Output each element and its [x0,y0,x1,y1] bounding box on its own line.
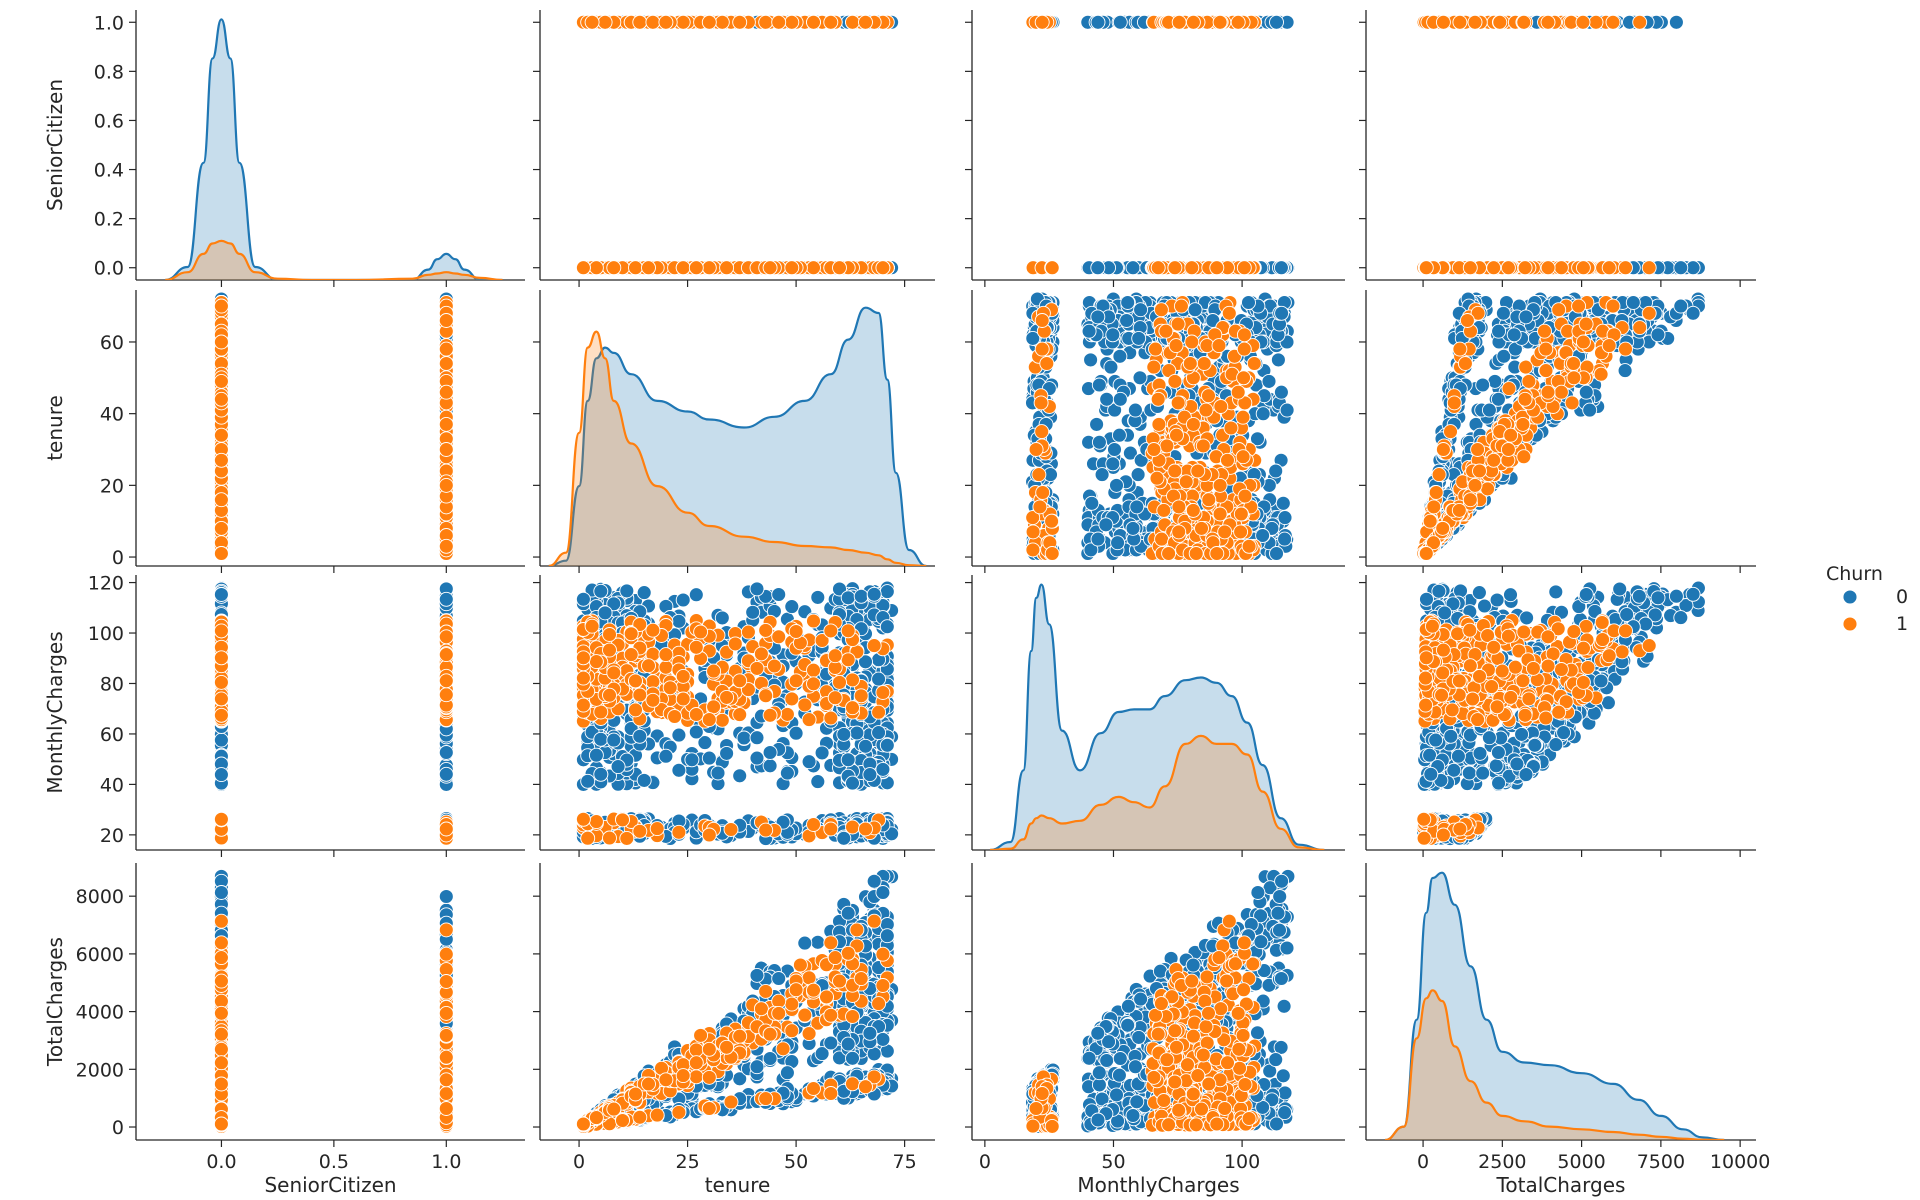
scatter-point [1212,14,1228,30]
scatter-point [875,260,891,276]
kde-fill-churn-0 [165,19,503,280]
scatter-points [1416,14,1706,276]
scatter-point [675,260,691,276]
scatter-point [784,14,800,30]
scatter-point [641,260,656,276]
scatter-points [1025,14,1296,276]
panel-SeniorCitizen-vs-TotalCharges [1359,10,1756,287]
scatter-point [1044,260,1060,276]
kde-fill-churn-1 [165,240,503,280]
y-tick-label: 0.6 [94,110,124,132]
scatter-points [213,291,454,561]
y-tick-label: 0.8 [94,61,124,83]
scatter-point [719,260,735,276]
scatter-point [1209,260,1225,276]
scatter-point [1588,14,1604,30]
scatter-point [597,14,613,30]
scatter-point [732,14,748,30]
plot-area [575,14,900,276]
scatter-point [1467,14,1483,30]
plot-area [165,18,503,280]
scatter-point [606,260,622,276]
scatter-point [714,14,730,30]
scatter-point [1618,260,1633,276]
scatter-point [845,14,860,30]
y-tick-label: 0.2 [94,209,124,231]
panel-SeniorCitizen-vs-MonthlyCharges [965,10,1345,287]
scatter-point [584,14,600,30]
scatter-point [1540,14,1556,30]
scatter-point [1418,260,1434,276]
scatter-point [1668,14,1684,30]
panel-SeniorCitizen-vs-SeniorCitizen: 0.0 0.2 0.4 0.6 0.8 1.0 [94,10,525,287]
scatter-point [688,260,704,276]
scatter-point [1090,260,1106,276]
scatter-point [588,260,604,276]
scatter-point [1540,260,1556,276]
scatter-point [628,260,643,276]
scatter-point [1230,14,1246,30]
scatter-point [1575,260,1591,276]
scatter-point [758,14,774,30]
scatter-point [1673,260,1689,276]
scatter-point [1500,260,1516,276]
scatter-point [762,260,778,276]
scatter-point [1575,14,1591,30]
panel-SeniorCitizen-vs-tenure [533,10,935,287]
y-tick-label: 1.0 [94,12,124,34]
scatter-point [1112,14,1128,30]
scatter-point [1273,260,1289,276]
scatter-point [1034,14,1050,30]
scatter-point [1184,260,1200,276]
scatter-point [701,260,717,276]
plot-area [213,291,454,561]
kde-line-churn-0 [165,18,503,280]
scatter-points [575,14,900,276]
scatter-point [575,260,591,276]
pairplot-panels: 0.00.20.40.60.81.00204060204060801001200… [43,10,1770,1197]
scatter-point [1632,14,1648,30]
scatter-point [1517,260,1533,276]
scatter-point [1185,14,1201,30]
scatter-point [675,14,691,30]
scatter-point [806,260,821,276]
scatter-point [1601,260,1617,276]
plot-area [1025,14,1296,276]
scatter-point [1641,260,1657,276]
scatter-point [1486,260,1502,276]
scatter-point [823,14,839,30]
y-tick-label: 0.4 [94,160,124,182]
scatter-point [771,14,787,30]
scatter-point [1452,14,1468,30]
scatter-point [658,14,674,30]
scatter-point [858,14,873,30]
kde-line-churn-1 [165,239,503,280]
scatter-point [645,14,661,30]
y-tick-label: 0.0 [94,258,124,280]
scatter-point [1125,260,1141,276]
scatter-point [632,14,648,30]
scatter-point [1435,14,1451,30]
plot-area [1416,14,1706,276]
scatter-point [1516,14,1532,30]
scatter-point [832,260,847,276]
scatter-point [1492,14,1508,30]
scatter-point [1167,260,1183,276]
scatter-point [1236,260,1252,276]
scatter-point [1171,14,1187,30]
scatter-point [806,14,821,30]
scatter-point [1150,260,1166,276]
scatter-point [701,14,717,30]
scatter-point [1553,260,1569,276]
scatter-point [1090,14,1106,30]
scatter-point [1269,14,1284,30]
scatter-point [1462,260,1478,276]
scatter-point [1605,14,1621,30]
scatter-point [784,260,800,276]
